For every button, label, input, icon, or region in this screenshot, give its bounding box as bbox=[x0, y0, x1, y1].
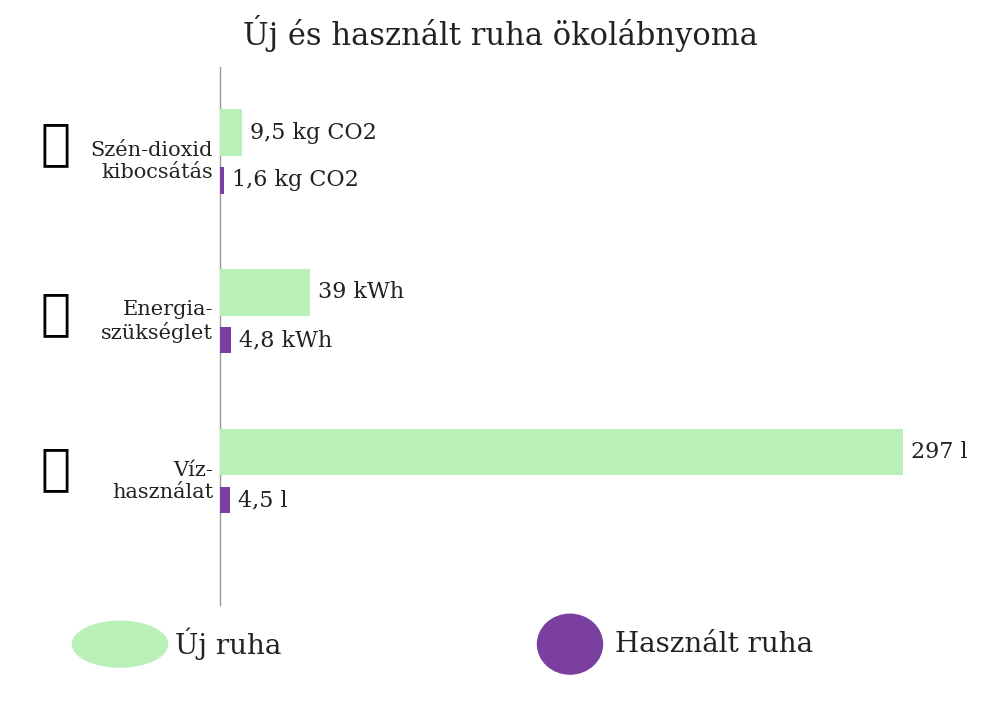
Text: Új ruha: Új ruha bbox=[175, 628, 281, 660]
Text: 9,5 kg CO2: 9,5 kg CO2 bbox=[250, 122, 377, 144]
Bar bbox=[220, 269, 310, 315]
Bar bbox=[220, 327, 231, 353]
Bar bbox=[220, 109, 242, 156]
Title: Új és használt ruha ökolábnyoma: Új és használt ruha ökolábnyoma bbox=[243, 15, 757, 52]
Text: 💧: 💧 bbox=[41, 446, 71, 494]
Text: Szén-dioxid
kibocsátás: Szén-dioxid kibocsátás bbox=[91, 141, 213, 182]
Bar bbox=[220, 168, 224, 194]
Bar bbox=[220, 487, 230, 513]
Text: Használt ruha: Használt ruha bbox=[615, 631, 813, 658]
Text: 1,6 kg CO2: 1,6 kg CO2 bbox=[232, 170, 359, 191]
Text: 39 kWh: 39 kWh bbox=[318, 282, 404, 303]
Text: 🌱: 🌱 bbox=[41, 120, 71, 168]
Text: 297 l: 297 l bbox=[911, 441, 968, 463]
Bar bbox=[220, 429, 903, 475]
Text: 💡: 💡 bbox=[41, 290, 71, 338]
Text: Energia-
szükséglet: Energia- szükséglet bbox=[101, 300, 213, 343]
Text: Víz-
használat: Víz- használat bbox=[112, 460, 213, 501]
Text: 4,5 l: 4,5 l bbox=[238, 489, 288, 511]
Text: 4,8 kWh: 4,8 kWh bbox=[239, 329, 332, 351]
